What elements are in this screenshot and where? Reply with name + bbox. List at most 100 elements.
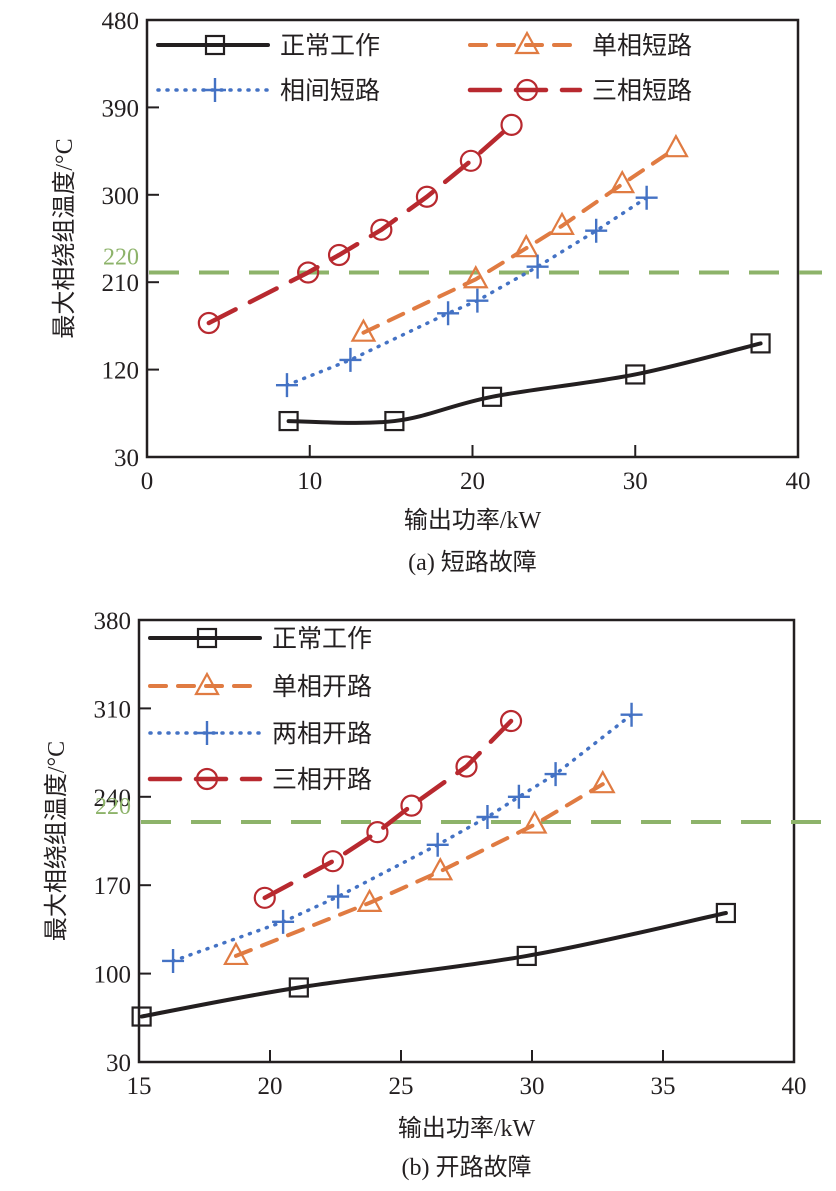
plot-frame: [145, 18, 800, 459]
data-point-circle: [459, 149, 482, 172]
data-point-plus: [585, 218, 608, 243]
legend-item: 正常工作: [148, 625, 372, 653]
series-3: [253, 709, 523, 909]
data-point-plus: [272, 909, 295, 934]
legend-marker-square: [196, 627, 218, 649]
y-tick-label: 100: [94, 962, 132, 989]
chart-b: 15 20 25 30 35 40 30 100 170 240 310 380 输出功率/kW (b) …: [43, 608, 822, 1181]
x-tick-label: 35: [651, 1073, 676, 1100]
legend-label: 两相开路: [272, 720, 372, 748]
data-point-triangle: [350, 318, 377, 342]
data-point-circle: [500, 113, 523, 136]
series-line: [233, 782, 605, 958]
data-point-triangle: [356, 888, 383, 912]
data-point-plus: [327, 884, 350, 909]
data-point-triangle: [462, 265, 489, 289]
x-axis-title: 输出功率/kW: [398, 1115, 536, 1142]
legend-marker-triangle: [514, 30, 540, 55]
data-point-plus: [466, 288, 489, 313]
data-point-circle: [415, 185, 439, 208]
data-point-circle: [400, 794, 423, 817]
data-point-plus: [476, 805, 499, 830]
legend-item: 正常工作: [156, 32, 380, 60]
data-point-circle: [321, 850, 344, 873]
threshold-label: 220: [103, 244, 139, 270]
data-point-square: [131, 1006, 152, 1027]
x-tick-label: 20: [460, 468, 485, 495]
y-tick-label: 120: [102, 358, 140, 385]
data-point-circle: [253, 886, 276, 909]
series-1: [223, 769, 616, 966]
data-point-triangle: [223, 941, 249, 966]
legend-label: 单相开路: [272, 673, 372, 701]
data-point-circle: [499, 709, 523, 733]
legend-item: 相间短路: [156, 77, 380, 105]
data-point-triangle: [427, 857, 454, 881]
y-tick-label: 390: [102, 95, 140, 122]
y-tick-label: 170: [94, 873, 132, 900]
y-tick-label: 310: [94, 696, 132, 723]
x-tick-label: 30: [520, 1073, 545, 1100]
x-axis-title: 输出功率/kW: [404, 507, 542, 534]
plot-frame: [137, 618, 796, 1064]
data-point-plus: [339, 347, 362, 372]
legend-item: 三相开路: [147, 766, 372, 794]
data-point-square: [288, 977, 309, 998]
data-point-circle: [197, 311, 220, 335]
data-point-square: [278, 410, 299, 432]
series-line: [361, 146, 678, 335]
data-point-circle: [366, 821, 389, 844]
legend-marker-square: [204, 34, 226, 56]
data-point-triangle: [663, 133, 689, 158]
data-point-circle: [370, 218, 393, 241]
y-axis-title: 最大相绕组温度/°C: [43, 741, 70, 941]
series-0: [278, 333, 771, 432]
chart-caption: (b) 开路故障: [402, 1154, 532, 1181]
data-point-triangle: [549, 211, 575, 235]
data-point-triangle: [609, 169, 636, 194]
series-line: [139, 910, 728, 1019]
x-tick-label: 10: [297, 468, 322, 495]
x-tick-label: 25: [389, 1073, 414, 1100]
data-point-plus: [507, 784, 530, 809]
y-tick-label: 480: [102, 8, 140, 35]
data-point-square: [384, 410, 405, 432]
legend-label: 正常工作: [272, 625, 372, 653]
y-tick-label: 300: [102, 183, 140, 210]
series-line: [206, 122, 514, 326]
x-tick-label: 15: [127, 1073, 152, 1100]
threshold-label: 220: [95, 794, 131, 820]
legend-label: 正常工作: [280, 32, 380, 60]
data-point-square: [516, 945, 537, 967]
series-line: [171, 712, 634, 963]
series-line: [286, 341, 763, 425]
data-point-square: [750, 333, 771, 354]
series-1: [350, 133, 689, 342]
legend-marker-circle: [195, 767, 219, 791]
legend-marker-plus: [196, 721, 218, 745]
data-point-circle: [455, 755, 478, 778]
data-point-circle: [327, 243, 351, 267]
x-tick-label: 20: [258, 1073, 283, 1100]
chart-caption: (a) 短路故障: [408, 549, 537, 576]
data-point-square: [715, 902, 736, 924]
legend-label: 三相开路: [272, 766, 372, 794]
data-point-triangle: [589, 769, 616, 794]
data-point-plus: [426, 832, 449, 857]
series-0: [131, 902, 736, 1027]
y-axis-title: 最大相绕组温度/°C: [51, 138, 78, 338]
data-point-plus: [162, 948, 185, 973]
data-point-plus: [275, 373, 298, 398]
chart-a: 0 10 20 30 40 30 120 210 300 390 480 输出功率/kW (a) 短路故…: [51, 8, 822, 576]
x-tick-label: 40: [786, 468, 811, 495]
legend-label: 单相短路: [592, 32, 692, 60]
data-point-circle: [297, 261, 320, 284]
legend-marker-plus: [204, 78, 226, 102]
legend-item: 单相开路: [148, 671, 372, 701]
y-tick-label: 380: [94, 608, 132, 635]
y-tick-label: 210: [102, 270, 140, 297]
x-tick-label: 30: [623, 468, 648, 495]
data-point-plus: [437, 301, 460, 326]
data-point-square: [625, 364, 646, 385]
